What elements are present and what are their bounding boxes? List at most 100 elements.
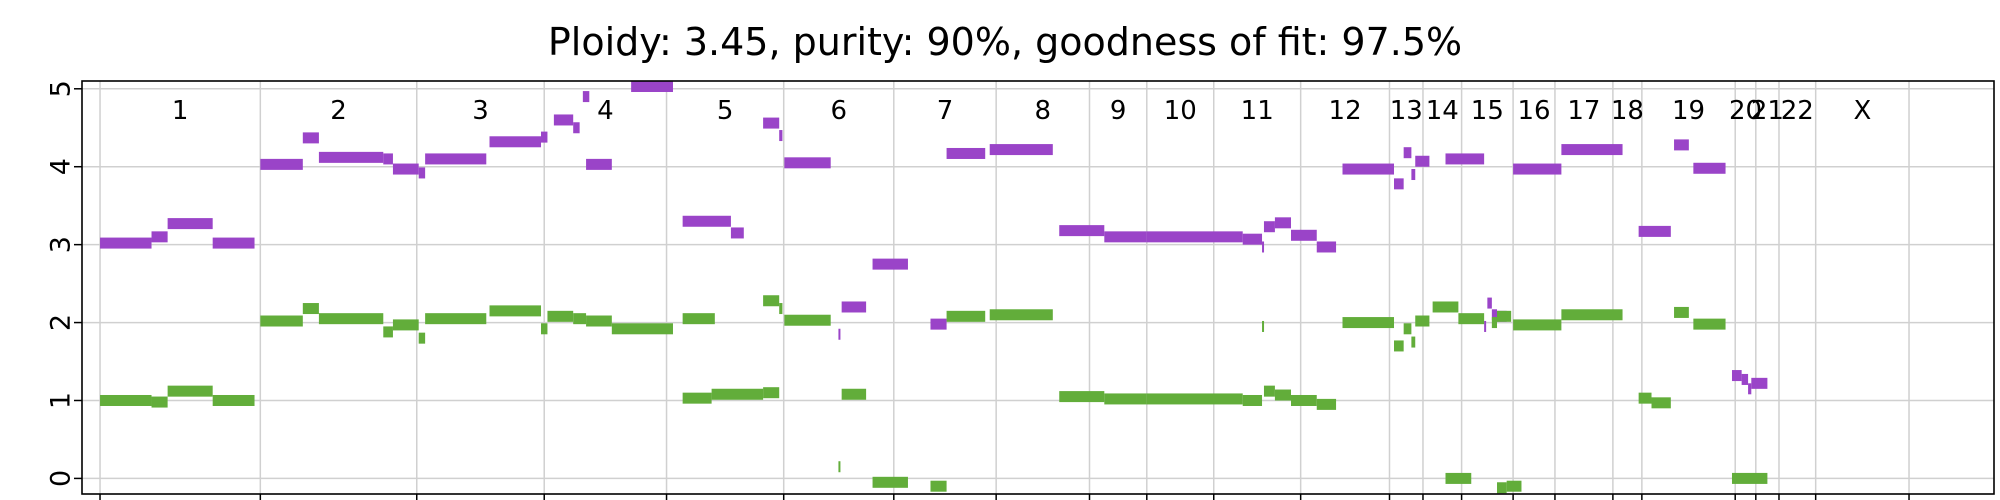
segment-mark [1497, 310, 1512, 322]
segment-mark [582, 91, 590, 103]
segment-mark [1487, 297, 1492, 309]
segment-mark [989, 144, 1053, 156]
segment-mark [1415, 315, 1430, 327]
segment-mark [425, 153, 487, 165]
segment-mark [763, 387, 780, 399]
segment-mark [1693, 162, 1726, 174]
segment-mark [586, 158, 612, 170]
segment-mark [1291, 394, 1317, 406]
segment-mark [392, 163, 419, 175]
segment-mark [1506, 480, 1522, 492]
y-tick-label: 4 [45, 158, 76, 175]
chromosome-label: 8 [1035, 96, 1052, 126]
chromosome-label: 17 [1567, 96, 1600, 126]
chromosome-label: 22 [1781, 96, 1814, 126]
segment-mark [1059, 391, 1105, 403]
chromosome-label: 16 [1517, 96, 1550, 126]
segment-mark [1458, 313, 1485, 325]
y-tick-label: 5 [45, 80, 76, 97]
segment-mark [1674, 306, 1689, 318]
segment-mark [260, 158, 303, 170]
segment-mark [1561, 144, 1623, 156]
segment-mark [489, 136, 542, 148]
chromosome-label: 15 [1471, 96, 1504, 126]
segment-mark [1104, 393, 1147, 405]
segment-mark [547, 310, 574, 322]
chromosome-label: 11 [1241, 96, 1274, 126]
segment-mark [1445, 153, 1485, 165]
segment-mark [1291, 229, 1317, 241]
segment-mark [573, 313, 587, 325]
segment-mark [392, 319, 419, 331]
segment-mark [489, 305, 542, 317]
segment-mark [302, 132, 319, 144]
chromosome-label: 12 [1329, 96, 1362, 126]
chromosome-label: 18 [1611, 96, 1644, 126]
segment-mark [151, 396, 168, 408]
segment-mark [1741, 373, 1749, 385]
segment-mark [151, 231, 168, 243]
y-tick-label: 1 [45, 392, 76, 409]
segment-mark [1674, 139, 1689, 151]
segment-mark [730, 227, 744, 239]
segment-mark [946, 147, 986, 159]
segment-mark [631, 81, 673, 92]
chromosome-label: 6 [830, 96, 847, 126]
y-tick-label: 0 [45, 470, 76, 487]
segment-mark [1445, 472, 1472, 484]
segment-mark [167, 218, 213, 230]
segment-mark [841, 301, 867, 313]
segment-mark [682, 313, 715, 325]
segment-mark [167, 385, 213, 397]
chromosome-label: 3 [472, 96, 489, 126]
segment-mark [318, 313, 384, 325]
segment-mark [1274, 389, 1292, 401]
segment-mark [383, 153, 393, 165]
segment-mark [1263, 221, 1275, 233]
chromosome-label: 4 [597, 96, 614, 126]
plot-frame [81, 80, 1995, 495]
segment-mark [872, 476, 908, 488]
segment-mark [1731, 472, 1768, 484]
segments [100, 81, 1768, 494]
segment-mark [418, 167, 426, 179]
segment-mark [841, 388, 867, 400]
chromosome-label: X [1853, 96, 1871, 126]
segment-mark [1104, 231, 1147, 243]
segment-mark [682, 215, 731, 227]
chromosome-label: 7 [937, 96, 954, 126]
segment-mark [1242, 233, 1263, 245]
y-tick-label: 3 [45, 236, 76, 253]
segment-mark [1146, 231, 1243, 243]
segment-mark [383, 326, 393, 338]
chromosome-label: 21 [1751, 96, 1784, 126]
segment-mark [553, 114, 574, 126]
segment-mark [784, 157, 831, 169]
segment-mark [1342, 163, 1395, 175]
segment-mark [838, 328, 841, 340]
chromosome-label: 2 [330, 96, 347, 126]
segment-mark [989, 309, 1053, 321]
segment-mark [1274, 217, 1292, 229]
segment-mark [1484, 320, 1487, 332]
y-tick-label: 2 [45, 314, 76, 331]
segment-mark [573, 122, 580, 134]
segment-mark [1262, 320, 1265, 332]
segment-mark [1513, 163, 1562, 175]
segment-mark [541, 131, 548, 143]
segment-mark [1411, 169, 1416, 181]
chart-title: Ploidy: 3.45, purity: 90%, goodness of f… [548, 20, 1462, 64]
segment-mark [930, 480, 947, 492]
chromosome-label: 13 [1390, 96, 1423, 126]
segment-mark [1748, 383, 1752, 395]
segment-mark [1263, 385, 1275, 397]
segment-mark [838, 461, 841, 473]
segment-mark [1491, 309, 1498, 321]
grid-lines [82, 81, 1994, 494]
segment-mark [425, 313, 487, 325]
segment-mark [212, 394, 255, 406]
segment-mark [212, 237, 255, 249]
chromosome-label: 19 [1672, 96, 1705, 126]
